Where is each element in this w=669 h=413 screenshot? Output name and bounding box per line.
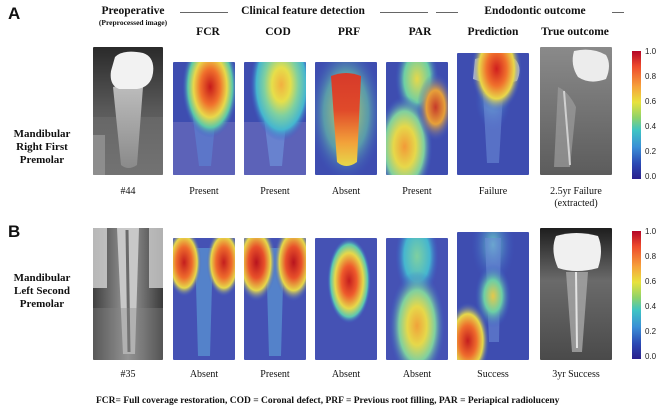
row-label-a-line3: Premolar [19, 154, 65, 166]
colorbar-a [632, 51, 641, 179]
caption-b-par: Absent [402, 369, 432, 380]
colorbar-b-tick-0-6: 0.6 [645, 277, 657, 286]
colorbar-a-tick-0-6: 0.6 [645, 97, 657, 106]
heatmap-par-b [386, 238, 448, 360]
colorbar-b-tick-0-4: 0.4 [645, 302, 657, 311]
heatmap-prf-b [315, 238, 377, 360]
caption-b-preoperative: #35 [120, 369, 136, 380]
caption-a-preoperative: #44 [120, 186, 136, 197]
colorbar-b-tick-0-8: 0.8 [645, 252, 657, 261]
colorbar-a-tick-0-4: 0.4 [645, 122, 657, 131]
caption-a-true-outcome-line2: (extracted) [554, 198, 598, 209]
caption-a-prediction: Failure [478, 186, 508, 197]
heatmap-cod-b [244, 238, 306, 360]
header-preoperative: Preoperative [101, 5, 165, 17]
column-header-cod: COD [265, 26, 291, 38]
colorbar-a-tick-0-0: 0.0 [645, 172, 657, 181]
colorbar-b-tick-0-2: 0.2 [645, 327, 657, 336]
caption-b-prediction: Success [477, 369, 509, 380]
heatmap-prf-a [315, 62, 377, 175]
colorbar-b-tick-1-0: 1.0 [645, 227, 657, 236]
caption-b-cod: Present [260, 369, 290, 380]
column-header-true-outcome: True outcome [541, 26, 609, 38]
row-label-a-line1: Mandibular [13, 128, 71, 140]
preoperative-xray-a [93, 47, 163, 175]
caption-a-fcr: Present [189, 186, 219, 197]
caption-a-true-outcome: 2.5yr Failure (extracted) [534, 186, 618, 210]
heatmap-prediction-a [457, 53, 529, 175]
panel-letter-b: B [8, 222, 21, 241]
header-clinical-feature-detection: Clinical feature detection [241, 5, 365, 17]
column-header-prediction: Prediction [467, 26, 519, 38]
header-endodontic-outcome: Endodontic outcome [484, 5, 586, 17]
true-outcome-xray-a [540, 47, 612, 175]
caption-a-cod: Present [260, 186, 290, 197]
heatmap-par-a [386, 62, 448, 175]
colorbar-b-tick-0-0: 0.0 [645, 352, 657, 361]
caption-b-true-outcome: 3yr Success [552, 369, 600, 380]
heatmap-fcr-b [173, 238, 235, 360]
preoperative-xray-b [93, 228, 163, 360]
group-rule-mid [380, 12, 428, 13]
column-header-fcr: FCR [196, 26, 220, 38]
caption-a-par: Present [402, 186, 432, 197]
colorbar-b [632, 231, 641, 359]
caption-b-prf: Absent [331, 369, 361, 380]
header-preoperative-sub: (Preprocessed image) [98, 18, 168, 27]
panel-letter-a: A [8, 4, 21, 23]
row-label-a-line2: Right First [16, 141, 68, 153]
row-label-b-line3: Premolar [19, 298, 65, 310]
colorbar-a-tick-0-2: 0.2 [645, 147, 657, 156]
column-header-par: PAR [408, 26, 432, 38]
colorbar-a-tick-0-8: 0.8 [645, 72, 657, 81]
heatmap-cod-a [244, 62, 306, 175]
heatmap-fcr-a [173, 62, 235, 175]
row-label-b: Mandibular Left Second Premolar [2, 272, 82, 311]
caption-a-true-outcome-line1: 2.5yr Failure [550, 186, 602, 197]
row-label-b-line1: Mandibular [13, 272, 71, 284]
caption-a-prf: Absent [331, 186, 361, 197]
true-outcome-xray-b [540, 228, 612, 360]
footnote: FCR= Full coverage restoration, COD = Co… [96, 396, 560, 406]
row-label-b-line2: Left Second [14, 285, 70, 297]
row-label-a: Mandibular Right First Premolar [2, 128, 82, 167]
column-header-prf: PRF [337, 26, 361, 38]
colorbar-a-tick-1-0: 1.0 [645, 47, 657, 56]
caption-b-fcr: Absent [189, 369, 219, 380]
heatmap-prediction-b [457, 232, 529, 360]
group-rule-right-b [612, 12, 624, 13]
group-rule-left [180, 12, 228, 13]
group-rule-right-a [436, 12, 458, 13]
